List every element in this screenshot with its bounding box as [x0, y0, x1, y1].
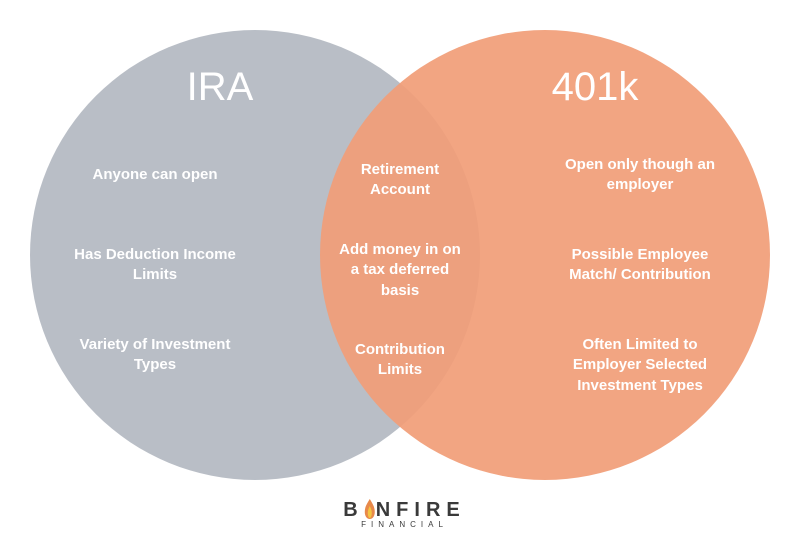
- right-item-1: Open only though an employer: [555, 155, 725, 196]
- logo-main-text: B NFIRE: [343, 499, 465, 522]
- shared-item-1: Retirement Account: [335, 160, 465, 201]
- right-item-3: Often Limited to Employer Selected Inves…: [555, 335, 725, 396]
- logo-prefix: B: [343, 499, 363, 522]
- left-item-2: Has Deduction Income Limits: [70, 245, 240, 286]
- left-item-1: Anyone can open: [70, 165, 240, 185]
- logo-sub-text: FINANCIAL: [343, 520, 465, 529]
- flame-icon: [362, 498, 378, 520]
- venn-diagram: IRA 401k Anyone can open Has Deduction I…: [0, 0, 809, 547]
- logo-suffix: NFIRE: [376, 499, 466, 522]
- left-item-3: Variety of Investment Types: [70, 335, 240, 376]
- brand-logo: B NFIRE FINANCIAL: [343, 499, 465, 529]
- left-title: IRA: [120, 65, 320, 110]
- right-item-2: Possible Employee Match/ Contribution: [555, 245, 725, 286]
- shared-item-3: Contribution Limits: [335, 340, 465, 381]
- right-title: 401k: [495, 65, 695, 110]
- shared-item-2: Add money in on a tax deferred basis: [335, 240, 465, 301]
